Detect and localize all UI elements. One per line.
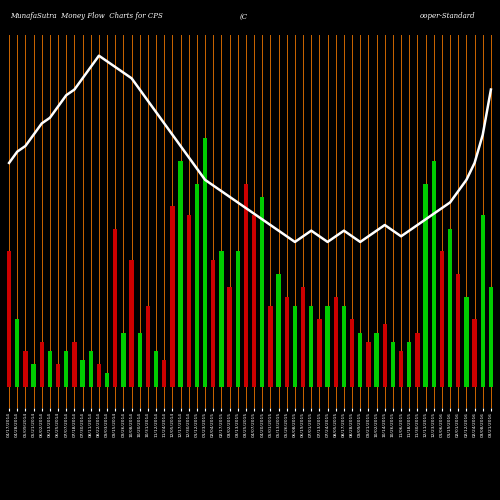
Bar [138, 332, 142, 387]
Bar [317, 319, 322, 387]
Bar [252, 215, 256, 387]
Bar [72, 342, 76, 387]
Bar [326, 306, 330, 387]
Bar [88, 350, 93, 387]
Bar [154, 350, 158, 387]
Bar [382, 324, 387, 387]
Bar [301, 288, 306, 387]
Bar [292, 306, 297, 387]
Bar [276, 274, 281, 387]
Bar [56, 364, 60, 387]
Bar [432, 161, 436, 387]
Text: ooper-Standard: ooper-Standard [420, 12, 476, 20]
Bar [228, 288, 232, 387]
Text: MunafaSutra  Money Flow  Charts for CPS: MunafaSutra Money Flow Charts for CPS [10, 12, 163, 20]
Bar [194, 184, 199, 387]
Bar [334, 296, 338, 387]
Bar [244, 184, 248, 387]
Bar [480, 215, 485, 387]
Bar [7, 252, 12, 387]
Bar [121, 332, 126, 387]
Bar [162, 360, 166, 387]
Bar [146, 306, 150, 387]
Bar [448, 229, 452, 387]
Bar [15, 319, 20, 387]
Bar [219, 252, 224, 387]
Bar [178, 161, 183, 387]
Bar [80, 360, 85, 387]
Bar [407, 342, 412, 387]
Bar [424, 184, 428, 387]
Bar [358, 332, 362, 387]
Bar [186, 215, 191, 387]
Bar [488, 288, 493, 387]
Bar [203, 138, 207, 387]
Bar [456, 274, 460, 387]
Bar [64, 350, 68, 387]
Bar [236, 252, 240, 387]
Bar [284, 296, 289, 387]
Bar [113, 229, 117, 387]
Bar [472, 319, 477, 387]
Bar [40, 342, 44, 387]
Bar [48, 350, 52, 387]
Bar [440, 252, 444, 387]
Bar [96, 364, 101, 387]
Bar [23, 350, 28, 387]
Bar [170, 206, 174, 387]
Bar [366, 342, 370, 387]
Bar [342, 306, 346, 387]
Text: (C: (C [240, 12, 248, 20]
Bar [260, 197, 264, 387]
Bar [399, 350, 404, 387]
Bar [309, 306, 314, 387]
Bar [268, 306, 272, 387]
Bar [350, 319, 354, 387]
Bar [105, 374, 110, 387]
Bar [32, 364, 36, 387]
Bar [390, 342, 395, 387]
Bar [415, 332, 420, 387]
Bar [130, 260, 134, 387]
Bar [211, 260, 216, 387]
Bar [464, 296, 468, 387]
Bar [374, 332, 379, 387]
